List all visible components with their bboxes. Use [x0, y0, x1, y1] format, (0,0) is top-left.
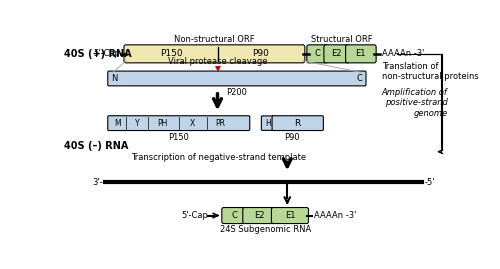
Text: -5': -5': [424, 178, 435, 187]
Text: P150: P150: [168, 133, 189, 142]
Text: Structural ORF: Structural ORF: [310, 35, 372, 44]
Text: 24S Subgenomic RNA: 24S Subgenomic RNA: [220, 225, 311, 234]
Text: C: C: [231, 211, 237, 220]
Text: E1: E1: [284, 211, 295, 220]
FancyBboxPatch shape: [272, 116, 324, 130]
Text: AAAAn -3': AAAAn -3': [382, 49, 424, 58]
FancyBboxPatch shape: [262, 116, 274, 130]
Text: E2: E2: [332, 49, 342, 58]
FancyBboxPatch shape: [222, 207, 246, 224]
Text: PH: PH: [157, 119, 167, 128]
Text: C: C: [356, 74, 362, 83]
Text: M: M: [114, 119, 120, 128]
Text: P90: P90: [284, 133, 300, 142]
FancyBboxPatch shape: [324, 45, 350, 63]
FancyBboxPatch shape: [272, 207, 308, 224]
Text: Non-structural ORF: Non-structural ORF: [174, 35, 254, 44]
Text: PR: PR: [216, 119, 226, 128]
Text: N: N: [112, 74, 117, 83]
Text: E1: E1: [356, 49, 366, 58]
Text: P150: P150: [160, 49, 183, 58]
FancyBboxPatch shape: [108, 71, 366, 86]
FancyBboxPatch shape: [124, 45, 305, 63]
Text: H: H: [265, 119, 271, 128]
Text: 5'-Cap: 5'-Cap: [94, 49, 120, 58]
Text: C: C: [314, 49, 320, 58]
Text: X: X: [190, 119, 196, 128]
FancyBboxPatch shape: [243, 207, 275, 224]
Text: Transcription of negative-strand template: Transcription of negative-strand templat…: [130, 153, 306, 161]
Text: Amplification of
positive-strand
genome: Amplification of positive-strand genome: [382, 88, 448, 118]
Text: 3'-: 3'-: [92, 178, 103, 187]
Text: E2: E2: [254, 211, 264, 220]
FancyBboxPatch shape: [307, 45, 328, 63]
Text: P200: P200: [226, 89, 248, 97]
Text: P90: P90: [252, 49, 268, 58]
Text: 40S (+) RNA: 40S (+) RNA: [64, 49, 132, 59]
FancyBboxPatch shape: [108, 116, 250, 130]
FancyBboxPatch shape: [346, 45, 376, 63]
Text: Translation of
non-structural proteins: Translation of non-structural proteins: [382, 62, 478, 81]
Text: R: R: [294, 119, 301, 128]
Text: AAAAn -3': AAAAn -3': [314, 211, 356, 220]
Text: Y: Y: [134, 119, 139, 128]
Text: Viral protease cleavage: Viral protease cleavage: [168, 57, 267, 66]
Text: 5'-Cap: 5'-Cap: [182, 211, 208, 220]
Text: 40S (–) RNA: 40S (–) RNA: [64, 141, 128, 151]
